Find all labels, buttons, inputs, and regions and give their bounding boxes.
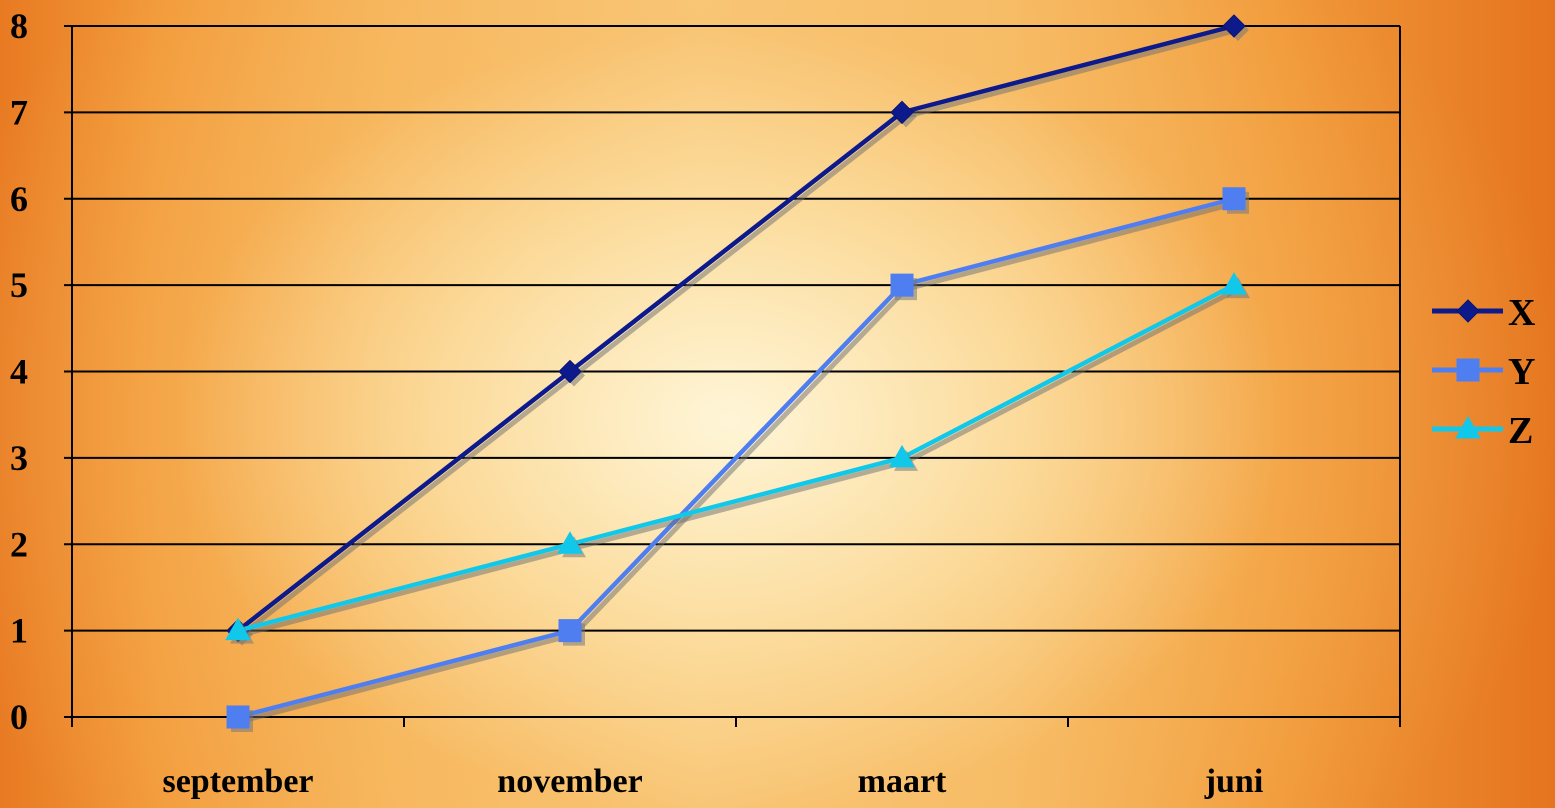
data-point-square bbox=[558, 619, 582, 643]
y-tick-label: 1 bbox=[10, 611, 28, 651]
y-axis-tick-labels: 0 1 2 3 4 5 6 7 8 bbox=[10, 6, 28, 737]
legend-marker-square bbox=[1456, 358, 1480, 382]
data-point-triangle bbox=[225, 617, 251, 641]
data-point-triangle bbox=[557, 531, 583, 554]
data-point-square bbox=[226, 705, 250, 729]
data-point-diamond bbox=[1222, 14, 1246, 38]
data-point-diamond bbox=[558, 359, 582, 384]
x-axis-category-labels: september november maart juni bbox=[162, 763, 1263, 800]
x-category-label: juni bbox=[1204, 763, 1264, 800]
data-point-square bbox=[1222, 187, 1246, 211]
legend-marker-diamond bbox=[1456, 299, 1480, 323]
legend-item-z: Z bbox=[1432, 410, 1533, 452]
series-line bbox=[237, 196, 1235, 720]
x-category-label: september bbox=[162, 763, 313, 800]
data-point-triangle bbox=[1221, 272, 1247, 295]
series-line bbox=[236, 23, 1235, 633]
series-z bbox=[225, 272, 1250, 644]
y-tick-label: 7 bbox=[10, 92, 28, 132]
y-tick-label: 4 bbox=[10, 352, 28, 392]
series-line-shadow bbox=[241, 286, 1240, 638]
y-tick-label: 2 bbox=[10, 524, 28, 564]
y-tick-label: 0 bbox=[10, 697, 28, 737]
y-tick-label: 3 bbox=[10, 438, 28, 478]
data-point-diamond bbox=[890, 100, 914, 125]
series-line-shadow bbox=[241, 200, 1239, 724]
data-point-square bbox=[890, 273, 914, 297]
series-x bbox=[226, 14, 1249, 646]
x-category-label: maart bbox=[858, 763, 947, 800]
y-tick-label: 5 bbox=[10, 265, 28, 305]
y-tick-label: 6 bbox=[10, 179, 28, 219]
legend-item-y: Y bbox=[1432, 351, 1535, 393]
legend-label: Y bbox=[1508, 351, 1535, 393]
legend-label: X bbox=[1508, 292, 1535, 334]
chart-legend: XYZ bbox=[1432, 292, 1535, 452]
chart-gridlines bbox=[72, 25, 1400, 632]
y-tick-label: 8 bbox=[10, 6, 28, 46]
series-line-shadow bbox=[240, 27, 1239, 637]
legend-item-x: X bbox=[1432, 292, 1535, 334]
chart-axes bbox=[64, 25, 1401, 727]
legend-label: Z bbox=[1508, 410, 1533, 452]
series-line bbox=[237, 283, 1236, 633]
legend-marker-triangle bbox=[1455, 415, 1481, 439]
chart-series bbox=[225, 14, 1250, 732]
x-category-label: november bbox=[497, 763, 642, 800]
series-y bbox=[226, 187, 1249, 732]
data-point-triangle bbox=[889, 444, 915, 468]
